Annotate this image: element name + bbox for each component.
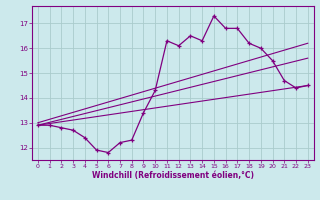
- X-axis label: Windchill (Refroidissement éolien,°C): Windchill (Refroidissement éolien,°C): [92, 171, 254, 180]
